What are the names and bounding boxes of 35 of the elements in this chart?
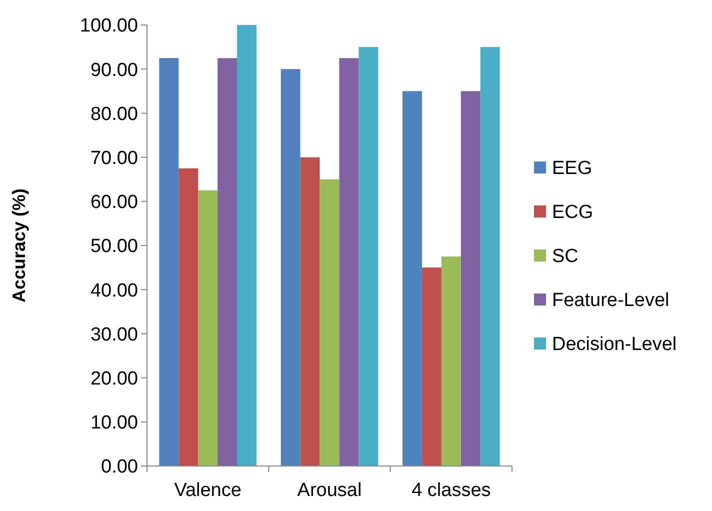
legend-label: Feature-Level — [552, 290, 670, 312]
y-axis-title: Accuracy (%) — [9, 188, 29, 303]
legend-label: ECG — [552, 202, 594, 224]
y-tick-label: 0.00 — [101, 456, 138, 478]
y-tick-label: 20.00 — [90, 368, 138, 390]
y-tick-label: 50.00 — [90, 236, 138, 258]
bar — [441, 256, 461, 466]
legend-label: EEG — [552, 158, 592, 180]
bar — [422, 268, 442, 466]
y-tick-label: 100.00 — [80, 16, 138, 37]
x-tick-label: Arousal — [297, 480, 362, 501]
x-tick-label: Valence — [174, 480, 242, 501]
y-tick-label: 30.00 — [90, 324, 138, 346]
bar — [339, 58, 359, 466]
bar — [460, 91, 480, 466]
y-tick-label: 10.00 — [90, 412, 138, 434]
bar — [480, 47, 500, 466]
y-tick-label: 90.00 — [90, 60, 138, 81]
y-tick-label: 40.00 — [90, 280, 138, 302]
bar — [237, 25, 256, 466]
bar — [402, 91, 422, 466]
legend-label: SC — [552, 246, 578, 268]
bar — [159, 58, 179, 466]
bar — [358, 47, 378, 466]
bar — [300, 157, 320, 466]
y-tick-label: 70.00 — [90, 148, 138, 169]
x-tick-label: 4 classes — [412, 480, 491, 501]
bar — [198, 190, 218, 466]
legend-label: Decision-Level — [552, 334, 677, 356]
bar — [218, 58, 238, 466]
bar — [178, 168, 198, 466]
y-tick-label: 80.00 — [90, 104, 138, 125]
bar — [320, 179, 340, 466]
bar — [280, 69, 300, 466]
y-tick-label: 60.00 — [90, 192, 138, 214]
